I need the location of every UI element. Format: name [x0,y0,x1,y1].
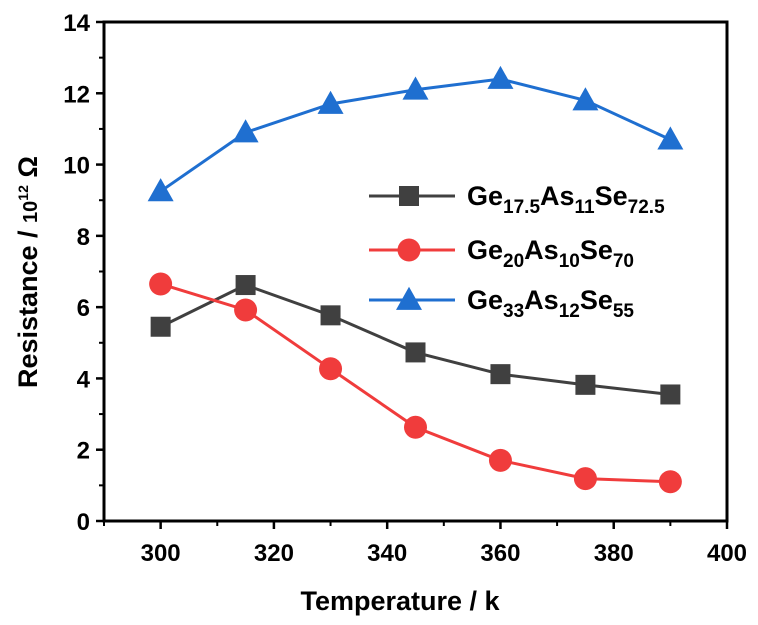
x-tick-label: 320 [254,540,294,567]
data-point-square [320,305,341,326]
data-point-triangle [147,178,174,202]
y-axis-title-unit-base: 10 [20,201,42,223]
data-point-circle [149,272,173,296]
data-point-triangle [657,126,684,150]
data-point-circle [573,467,597,491]
x-axis-title: Temperature / k [300,586,500,616]
x-tick-label: 380 [594,540,634,567]
data-point-circle [658,470,682,494]
legend-element: Se [580,235,613,265]
legend-item: Ge20As10Se70 [369,235,634,272]
y-axis-title: Resistance / 1012 Ω [13,156,43,388]
series-square [150,275,681,405]
y-tick-label: 0 [77,509,90,536]
data-point-square [575,374,596,395]
legend-element: As [540,181,575,211]
legend-marker-circle [397,238,421,262]
data-point-triangle [317,90,344,114]
y-axis-title-unit-symbol: Ω [13,156,43,185]
legend-subscript: 11 [575,197,596,218]
legend-subscript: 20 [503,251,524,272]
y-tick-label: 8 [77,224,90,251]
legend-element: As [524,285,559,315]
x-tick-label: 360 [480,540,520,567]
legend-marker-square [399,186,419,206]
legend-item: Ge33As12Se55 [369,285,634,322]
x-tick-label: 300 [141,540,181,567]
data-point-circle [234,298,258,322]
data-point-circle [319,357,343,381]
data-point-square [660,384,681,405]
y-tick-label: 12 [63,81,90,108]
legend-label: Ge17.5As11Se72.5 [467,181,665,218]
legend-subscript: 17.5 [503,197,540,218]
legend-marker-triangle [396,286,422,310]
legend-element: Se [595,181,628,211]
y-tick-label: 6 [77,295,90,322]
legend-element: Se [580,285,613,315]
data-point-square [405,342,426,363]
legend-subscript: 12 [559,301,580,322]
legend-subscript: 10 [559,251,580,272]
legend-label: Ge33As12Se55 [467,285,634,322]
data-point-square [150,316,171,337]
legend-element: As [524,235,559,265]
legend-element: Ge [467,235,503,265]
data-point-triangle [572,87,599,111]
y-axis-title-unit-exp: 12 [15,185,31,201]
data-point-triangle [402,76,429,100]
y-tick-label: 2 [77,438,90,465]
legend-subscript: 70 [613,251,634,272]
series-triangle [147,65,684,202]
x-tick-label: 340 [367,540,407,567]
legend-item: Ge17.5As11Se72.5 [369,181,665,218]
data-point-triangle [487,65,514,89]
legend-subscript: 55 [613,301,635,322]
data-point-circle [488,448,512,472]
data-point-square [490,364,511,385]
data-point-circle [404,415,427,439]
y-tick-label: 4 [77,366,91,393]
legend-element: Ge [467,181,503,211]
data-point-triangle [232,119,259,143]
data-point-square [235,275,256,296]
legend-label: Ge20As10Se70 [467,235,634,272]
data-series [147,65,684,494]
legend-subscript: 33 [503,301,524,322]
legend-element: Ge [467,285,503,315]
legend-subscript: 72.5 [628,197,665,218]
y-tick-label: 14 [63,10,90,37]
y-tick-label: 10 [63,153,90,180]
series-circle [149,272,682,494]
axis-ticks: 300 320 340 360 380 400 0 2 4 6 8 10 12 14 [63,10,747,567]
y-axis-title-main: Resistance / [13,223,43,388]
x-tick-label: 400 [707,540,747,567]
